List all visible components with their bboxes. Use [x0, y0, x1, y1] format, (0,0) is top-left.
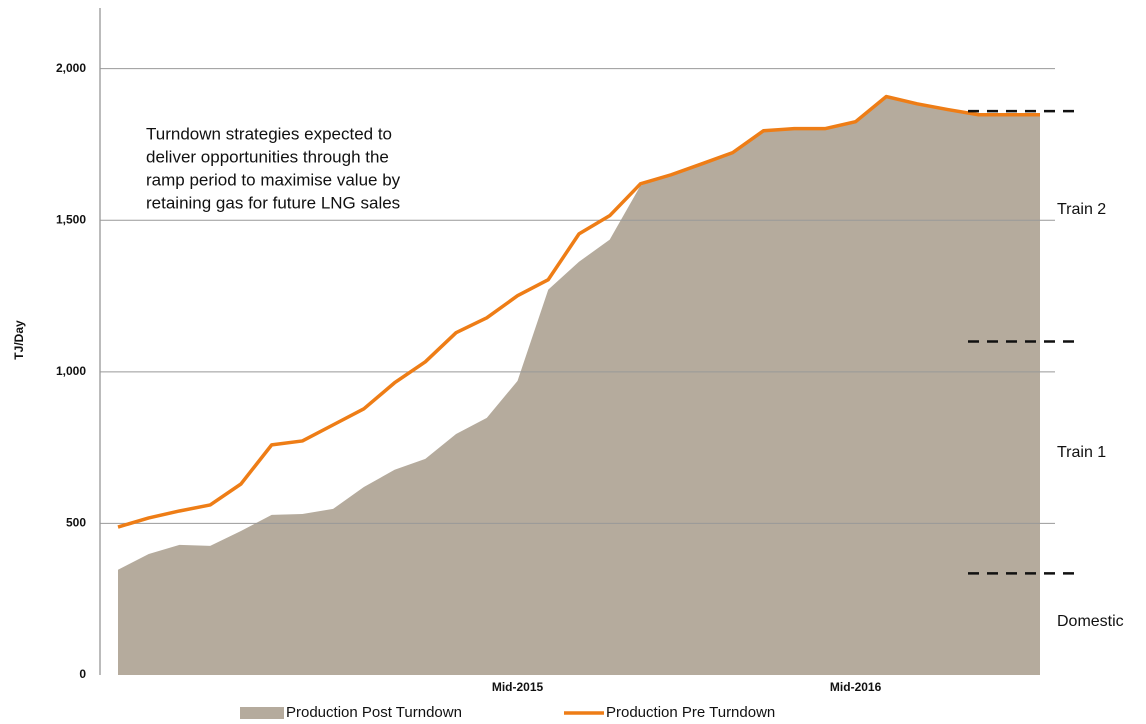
annotation-line: deliver opportunities through the — [146, 147, 389, 166]
legend-swatch — [240, 707, 284, 719]
reference-label: Train 2 — [1057, 201, 1106, 218]
reference-label: Domestic — [1057, 613, 1124, 630]
y-axis-label: TJ/Day — [12, 320, 26, 360]
reference-label: Train 1 — [1057, 444, 1106, 461]
annotation-line: Turndown strategies expected to — [146, 124, 392, 143]
annotation-line: retaining gas for future LNG sales — [146, 193, 400, 212]
y-tick-label: 1,000 — [56, 364, 86, 378]
x-tick-label: Mid-2016 — [830, 680, 882, 694]
y-tick-label: 1,500 — [56, 212, 86, 226]
legend-label: Production Post Turndown — [286, 704, 462, 721]
area — [118, 96, 1040, 675]
line — [117, 94, 1040, 529]
y-tick-label: 500 — [66, 516, 86, 530]
legend-label: Production Pre Turndown — [606, 704, 775, 721]
y-tick-label: 0 — [79, 667, 86, 681]
y-tick-label: 2,000 — [56, 61, 86, 75]
x-tick-label: Mid-2015 — [492, 680, 544, 694]
annotation-line: ramp period to maximise value by — [146, 170, 401, 189]
